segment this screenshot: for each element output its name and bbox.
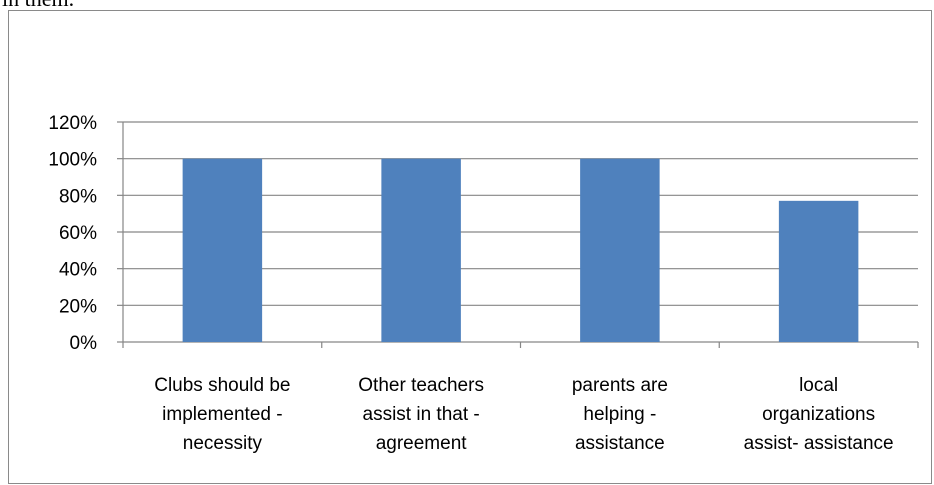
category-label: parents are <box>572 375 668 396</box>
category-label: implemented - <box>162 404 282 425</box>
y-tick-label: 40% <box>59 260 97 281</box>
bar <box>182 158 263 342</box>
y-tick-label: 0% <box>70 333 98 354</box>
category-label: Clubs should be <box>154 375 290 396</box>
category-label: assistance <box>575 433 665 454</box>
bar <box>778 200 859 342</box>
bar <box>381 158 461 342</box>
category-label: helping - <box>583 404 656 425</box>
category-label: local <box>799 375 838 396</box>
category-label: assist in that - <box>363 404 480 425</box>
category-label: necessity <box>183 433 263 454</box>
chart-frame <box>8 10 932 484</box>
category-label: organizations <box>762 404 875 425</box>
bar <box>580 158 660 342</box>
y-tick-label: 20% <box>59 296 97 317</box>
y-tick-label: 80% <box>59 186 97 207</box>
y-tick-label: 120% <box>48 113 97 134</box>
category-label: agreement <box>376 433 468 454</box>
category-label: Other teachers <box>358 375 484 396</box>
top-text: in them. <box>2 0 74 12</box>
y-tick-label: 100% <box>48 150 97 171</box>
y-tick-label: 60% <box>59 223 97 244</box>
category-label: assist- assistance <box>744 433 894 454</box>
